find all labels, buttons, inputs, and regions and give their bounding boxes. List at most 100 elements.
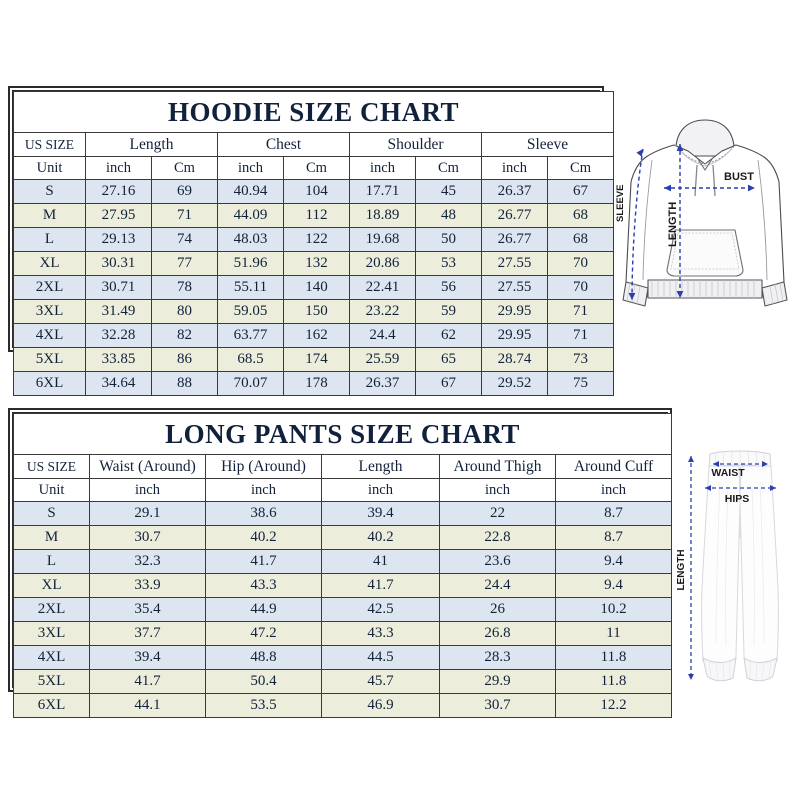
hoodie-size-cell: 2XL: [13, 275, 86, 300]
pants-value-cell: 29.9: [439, 669, 556, 694]
pants-value-cell: 41.7: [321, 573, 440, 598]
hoodie-row: 2XL 30.71 78 55.11 140 22.41 56 27.55 70: [13, 275, 615, 300]
pants-row: 6XL 44.1 53.5 46.9 30.7 12.2: [13, 693, 672, 718]
pants-chart-title: LONG PANTS SIZE CHART: [13, 413, 672, 455]
hoodie-value-cell: 70: [546, 275, 615, 300]
pants-value-cell: 43.3: [205, 573, 322, 598]
pants-size-cell: 2XL: [13, 597, 90, 622]
hoodie-value-cell: 63.77: [217, 323, 284, 348]
hoodie-value-cell: 29.95: [481, 299, 548, 324]
pants-value-cell: 44.1: [89, 693, 206, 718]
hoodie-value-cell: 24.4: [349, 323, 416, 348]
hoodie-unit-length-cm: Cm: [151, 156, 218, 180]
pants-value-cell: 26.8: [439, 621, 556, 646]
pants-chart-inner-border: LONG PANTS SIZE CHART US SIZE Waist (Aro…: [12, 412, 672, 718]
hoodie-value-cell: 80: [151, 299, 218, 324]
pants-value-cell: 47.2: [205, 621, 322, 646]
hoodie-size-cell: 4XL: [13, 323, 86, 348]
hoodie-value-cell: 75: [546, 371, 615, 396]
sleeve-seam-right: [757, 159, 768, 281]
hoodie-value-cell: 56: [415, 275, 482, 300]
drawstring-right: [712, 164, 716, 197]
length-label: LENGTH: [667, 202, 679, 247]
pants-length-label: LENGTH: [676, 549, 687, 590]
pants-value-cell: 22: [439, 501, 556, 526]
pants-group-thigh: Around Thigh: [439, 454, 556, 479]
hoodie-value-cell: 44.09: [217, 203, 284, 228]
hoodie-value-cell: 26.37: [349, 371, 416, 396]
hoodie-value-cell: 67: [415, 371, 482, 396]
hips-arrow-head-left: [705, 485, 711, 491]
pants-value-cell: 30.7: [439, 693, 556, 718]
hoodie-row: 4XL 32.28 82 63.77 162 24.4 62 29.95 71: [13, 323, 615, 348]
pants-value-cell: 40.2: [205, 525, 322, 550]
hoodie-size-cell: S: [13, 179, 86, 204]
pants-group-length: Length: [321, 454, 440, 479]
hoodie-value-cell: 74: [151, 227, 218, 252]
sleeve-arrow-head-bottom: [628, 293, 636, 300]
hood-seam-inner: [677, 147, 733, 167]
hoodie-value-cell: 68: [546, 203, 615, 228]
hoodie-value-cell: 73: [546, 347, 615, 372]
pants-row: XL 33.9 43.3 41.7 24.4 9.4: [13, 573, 672, 598]
pants-table-body: LONG PANTS SIZE CHART US SIZE Waist (Aro…: [13, 413, 672, 718]
hoodie-value-cell: 70.07: [217, 371, 284, 396]
hoodie-size-cell: 5XL: [13, 347, 86, 372]
bust-label: BUST: [724, 171, 754, 183]
hoodie-value-cell: 30.31: [85, 251, 152, 276]
hem-ribbing: [647, 279, 763, 299]
hoodie-value-cell: 27.55: [481, 251, 548, 276]
hips-arrow-head-right: [770, 485, 776, 491]
hoodie-value-cell: 30.71: [85, 275, 152, 300]
pants-value-cell: 39.4: [89, 645, 206, 670]
pants-value-cell: 53.5: [205, 693, 322, 718]
hoodie-unit-chest-cm: Cm: [283, 156, 350, 180]
hoodie-value-cell: 112: [283, 203, 350, 228]
hoodie-value-cell: 48: [415, 203, 482, 228]
pants-unit-cuff: inch: [555, 478, 672, 502]
hoodie-value-cell: 51.96: [217, 251, 284, 276]
pants-unit-hip: inch: [205, 478, 322, 502]
hoodie-value-cell: 20.86: [349, 251, 416, 276]
waist-label: WAIST: [711, 467, 745, 479]
waist-arrow-head-right: [762, 461, 768, 467]
pants-value-cell: 24.4: [439, 573, 556, 598]
hoodie-value-cell: 50: [415, 227, 482, 252]
hoodie-row: 6XL 34.64 88 70.07 178 26.37 67 29.52 75: [13, 371, 615, 396]
pants-measurement-arrows: [688, 456, 776, 680]
pants-unit-header: Unit: [13, 478, 90, 502]
pants-value-cell: 26: [439, 597, 556, 622]
pants-length-arrow-head-top: [688, 456, 694, 462]
hoodie-value-cell: 26.77: [481, 227, 548, 252]
pants-size-cell: L: [13, 549, 90, 574]
pants-row: 4XL 39.4 48.8 44.5 28.3 11.8: [13, 645, 672, 670]
pants-illustration: WAIST HIPS LENGTH: [676, 442, 800, 698]
measurement-arrows: [628, 144, 755, 301]
hoodie-value-cell: 45: [415, 179, 482, 204]
pants-unit-thigh: inch: [439, 478, 556, 502]
hoodie-row: 3XL 31.49 80 59.05 150 23.22 59 29.95 71: [13, 299, 615, 324]
hoodie-chart-title: HOODIE SIZE CHART: [12, 91, 615, 133]
hoodie-size-cell: XL: [13, 251, 86, 276]
hoodie-unit-length-inch: inch: [85, 156, 152, 180]
pants-unit-row: Unit inch inch inch inch inch: [13, 478, 672, 502]
sleeve-label: SLEEVE: [615, 185, 626, 223]
hoodie-value-cell: 77: [151, 251, 218, 276]
length-arrow-head-bottom: [676, 291, 684, 298]
pants-size-chart: LONG PANTS SIZE CHART US SIZE Waist (Aro…: [8, 408, 672, 718]
pants-size-cell: M: [13, 525, 90, 550]
hoodie-value-cell: 17.71: [349, 179, 416, 204]
hoodie-value-cell: 162: [283, 323, 350, 348]
pants-value-cell: 41.7: [205, 549, 322, 574]
hoodie-row: 5XL 33.85 86 68.5 174 25.59 65 28.74 73: [13, 347, 615, 372]
waist-arrow-head-left: [713, 461, 719, 467]
pants-table: LONG PANTS SIZE CHART US SIZE Waist (Aro…: [13, 413, 672, 718]
pants-unit-length: inch: [321, 478, 440, 502]
pants-size-cell: 5XL: [13, 669, 90, 694]
pants-size-cell: 4XL: [13, 645, 90, 670]
ankle-cuff-right: [743, 656, 778, 682]
pants-value-cell: 33.9: [89, 573, 206, 598]
pants-unit-waist: inch: [89, 478, 206, 502]
fabric-folds: [715, 481, 765, 647]
pants-group-hip: Hip (Around): [205, 454, 322, 479]
